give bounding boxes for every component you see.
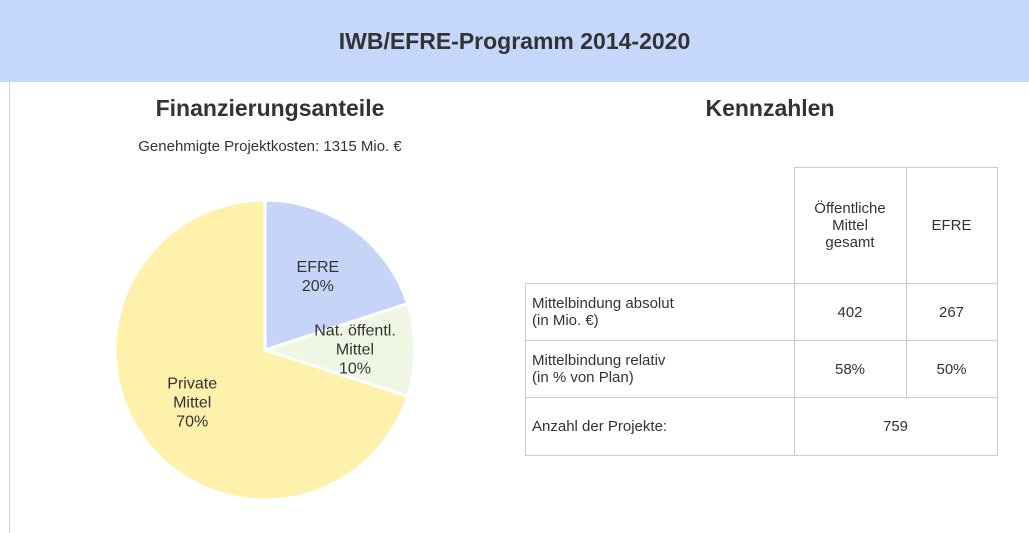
kennzahlen-table: Öffentliche Mittel gesamt EFRE Mittelbin… — [525, 167, 998, 456]
pie-slice — [260, 301, 417, 399]
column-header: Öffentliche Mittel gesamt — [793, 167, 907, 284]
cell: 50% — [905, 340, 998, 398]
row-label: Mittelbindung relativ (in % von Plan) — [525, 340, 795, 398]
row-label: Anzahl der Projekte: — [525, 397, 795, 456]
cell: 402 — [793, 283, 907, 341]
slice-category: EFRE — [296, 259, 340, 277]
slice-value: 70% — [176, 413, 209, 431]
slice-value: 20% — [301, 278, 334, 296]
slice-value: 10% — [338, 360, 372, 378]
slice-label: EFRE 20% — [297, 258, 340, 296]
cell: 267 — [905, 283, 998, 341]
slice-category: Private Mittel — [167, 375, 218, 412]
cell: 58% — [793, 340, 907, 398]
column-header: EFRE — [905, 167, 998, 284]
pie-slice — [113, 198, 410, 502]
pie-slice — [263, 198, 410, 353]
slice-label: Nat. öffentl. Mittel 10% — [314, 322, 396, 379]
row-label: Mittelbindung absolut (in Mio. €) — [525, 283, 795, 341]
slice-category: Nat. öffentl. Mittel — [314, 322, 396, 359]
table-title: Kennzahlen — [705, 95, 835, 121]
empty-cell — [526, 168, 795, 284]
divider — [9, 82, 10, 533]
cell: 759 — [793, 397, 998, 456]
chart-title: Finanzierungsanteile — [155, 95, 385, 121]
slice-label: Private Mittel 70% — [167, 374, 217, 431]
chart-subtitle: Genehmigte Projektkosten: 1315 Mio. € — [138, 138, 402, 155]
header-title: IWB/EFRE-Programm 2014-2020 — [0, 0, 1029, 82]
